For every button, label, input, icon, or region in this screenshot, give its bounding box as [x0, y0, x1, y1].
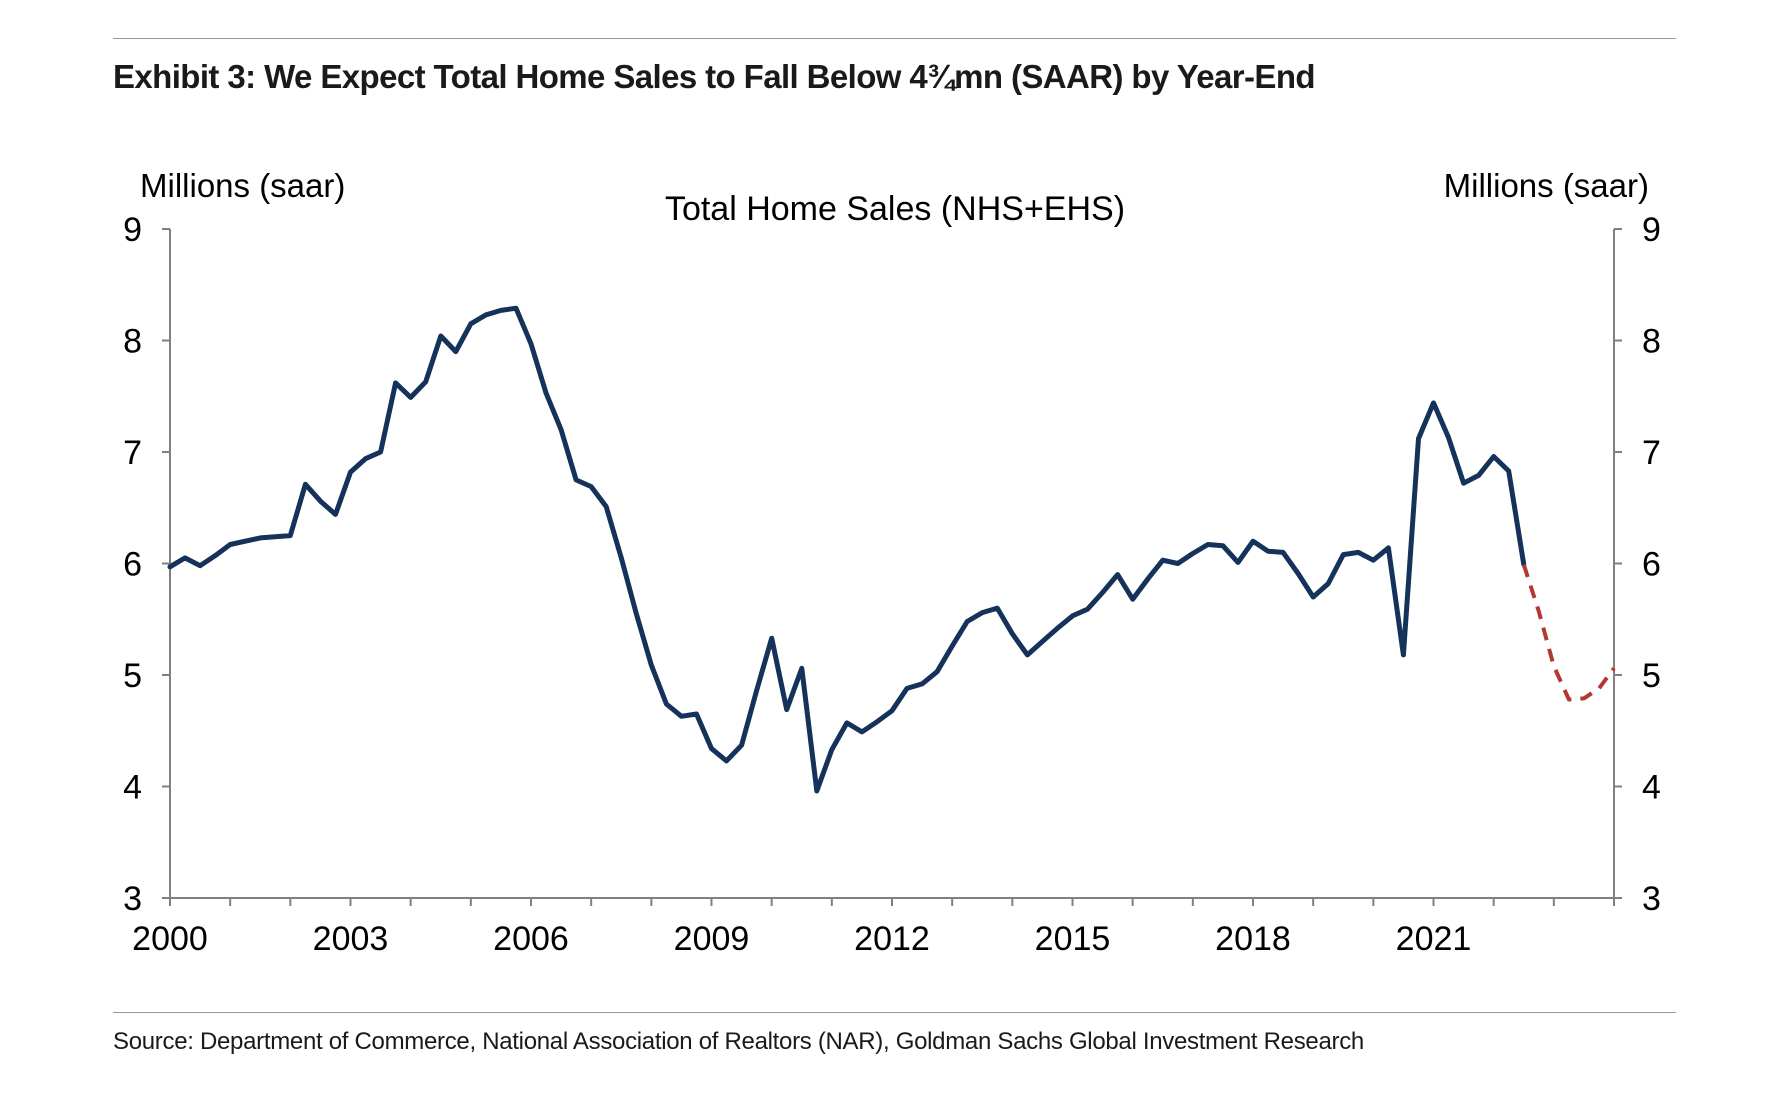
exhibit-title: Exhibit 3: We Expect Total Home Sales to… — [113, 58, 1316, 95]
x-tick-label: 2000 — [132, 920, 208, 958]
y-tick-label-right: 3 — [1642, 880, 1661, 918]
x-tick-label: 2018 — [1215, 920, 1291, 958]
x-tick-label: 2021 — [1396, 920, 1472, 958]
y-tick-label-right: 5 — [1642, 657, 1661, 695]
y-tick-label-right: 8 — [1642, 323, 1661, 361]
y-axis-label-right: Millions (saar) — [1444, 167, 1649, 204]
source-note: Source: Department of Commerce, National… — [113, 1028, 1364, 1055]
x-tick-label: 2003 — [313, 920, 389, 958]
y-tick-label-left: 3 — [123, 880, 142, 918]
ticks-layer: 3 3 4 4 5 5 6 6 7 7 8 8 9 9 2000 2003 2006 2009 2012 2015 20… — [123, 211, 1661, 958]
y-tick-label-left: 9 — [123, 211, 142, 249]
x-tick-label: 2009 — [674, 920, 750, 958]
y-tick-label-left: 6 — [123, 546, 142, 584]
y-tick-label-left: 4 — [123, 769, 142, 807]
actual-series-line — [167, 305, 1527, 794]
y-tick-label-right: 7 — [1642, 434, 1661, 472]
y-axis-label-left: Millions (saar) — [140, 167, 345, 204]
x-tick-label: 2012 — [854, 920, 930, 958]
series-layer — [167, 305, 1616, 794]
y-tick-label-right: 4 — [1642, 769, 1661, 807]
y-tick-label-left: 8 — [123, 323, 142, 361]
bottom-rule — [113, 1012, 1676, 1013]
forecast-series-line — [1521, 563, 1616, 702]
y-tick-label-left: 7 — [123, 434, 142, 472]
y-tick-label-right: 6 — [1642, 546, 1661, 584]
chart-title: Total Home Sales (NHS+EHS) — [665, 190, 1125, 228]
y-tick-label-right: 9 — [1642, 211, 1661, 249]
x-tick-label: 2015 — [1035, 920, 1111, 958]
x-tick-label: 2006 — [493, 920, 569, 958]
y-tick-label-left: 5 — [123, 657, 142, 695]
top-rule — [113, 38, 1676, 39]
